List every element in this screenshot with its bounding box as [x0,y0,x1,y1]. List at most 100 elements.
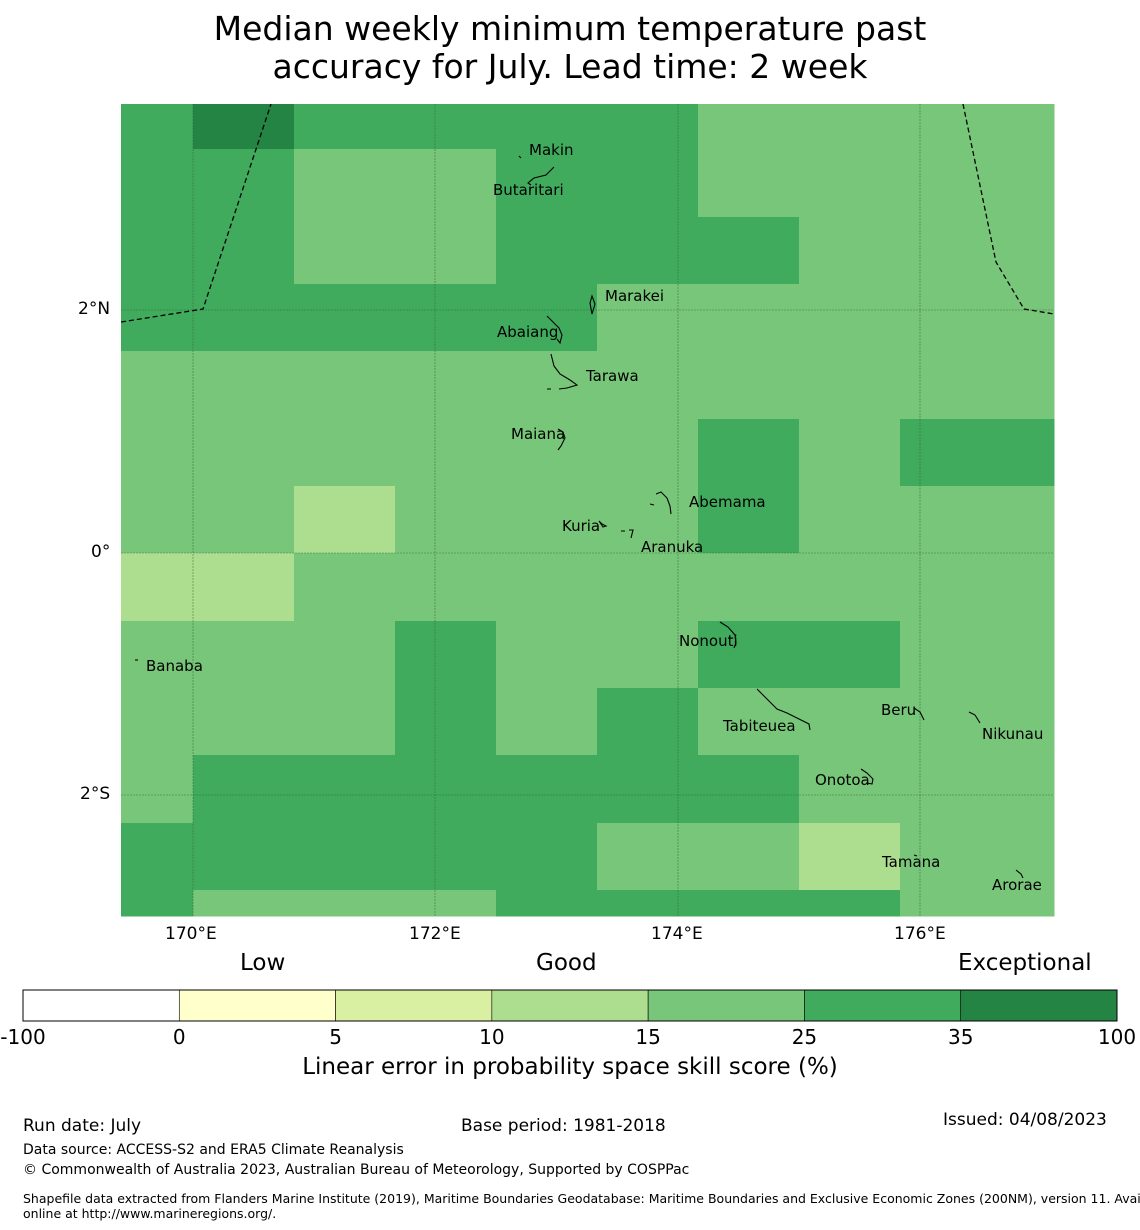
grid-cell [121,890,194,917]
grid-cell [496,217,598,285]
colorbar-segment [647,989,805,1022]
grid-cell [799,823,901,891]
colorbar-tick: 15 [635,1025,661,1049]
island-label-kuria: Kuria [562,517,600,535]
grid-cell [294,149,396,218]
grid-cell [496,149,598,218]
grid-cell [597,486,699,554]
grid-cell [395,890,497,917]
x-tick-174E: 174°E [651,924,703,944]
grid-cell [900,755,1055,824]
grid-cell [496,284,598,352]
grid-cell [698,486,800,554]
grid-cell [193,486,295,554]
grid-cell [121,217,194,285]
colorbar-segment [178,989,336,1022]
grid-cell [121,621,194,689]
grid-cell [395,284,497,352]
shapefile-credit-line-2: online at http://www.marineregions.org/. [23,1206,277,1221]
x-tick-176E: 176°E [894,924,946,944]
colorbar-segments [22,989,1118,1022]
colorbar-segment [491,989,649,1022]
grid-cell [799,284,901,352]
data-source: Data source: ACCESS-S2 and ERA5 Climate … [23,1142,404,1158]
marakei-outline [589,294,596,315]
eez-line-east [962,103,1055,315]
title-line-1: Median weekly minimum temperature past [213,9,927,48]
grid-cell [900,351,1055,420]
island-label-arorae: Arorae [992,876,1042,894]
island-label-beru: Beru [881,701,916,719]
tarawa-outline [547,353,579,390]
grid-cell [193,621,295,689]
grid-cell [597,755,699,824]
grid-cell [698,890,800,917]
island-label-marakei: Marakei [605,287,664,305]
island-label-tamana: Tamana [881,853,940,871]
grid-cell [698,419,800,487]
grid-cell [395,149,497,218]
grid-cell [799,621,901,689]
grid-cell [597,149,699,218]
grid-cell [294,890,396,917]
grid-cell [294,486,396,554]
kuria-outline [598,520,608,528]
grid-cell [698,755,800,824]
grid-cell [121,823,194,891]
island-label-tarawa: Tarawa [585,367,639,385]
grid-cell [698,823,800,891]
grid-cell [294,553,396,622]
grid-cell [799,217,901,285]
eez-boundary [120,103,1055,323]
grid-cell [496,419,598,487]
grid-cell [193,104,295,150]
island-label-maiana: Maiana [511,425,565,443]
run-date: Run date: July [23,1116,142,1136]
grid-cell [294,104,396,150]
island-labels: Makin Butaritari Marakei Abaiang Tarawa Maian… [146,141,1043,894]
grid-cell [121,486,194,554]
colorbar-tick: 100 [1097,1025,1137,1049]
grid-cell [121,688,194,756]
grid-cell [121,104,194,150]
makin-outline [518,155,522,159]
grid-cell [900,217,1055,285]
island-label-banaba: Banaba [146,657,203,675]
grid-cell [799,553,901,622]
grid-cell [193,419,295,487]
colorbar-tick: 10 [479,1025,505,1049]
grid-cell [597,351,699,420]
atoll-outlines [135,155,1024,879]
colorbar-segment [960,989,1118,1022]
grid-cell [395,486,497,554]
grid-cell [900,890,1055,917]
island-label-nonouti: Nonouti [679,632,738,650]
grid-cell [496,823,598,891]
grid-cell [395,104,497,150]
issued-date: Issued: 04/08/2023 [943,1110,1107,1130]
grid-cell [597,104,699,150]
y-tick-0: 0° [91,542,111,562]
island-label-onotoa: Onotoa [815,771,870,789]
grid-cell [294,217,396,285]
grid-cell [698,284,800,352]
grid-cell [799,890,901,917]
graticule [121,104,1054,916]
grid-cell [193,149,295,218]
grid-cell [698,351,800,420]
aranuka-outline [621,529,634,539]
grid-cell [698,149,800,218]
grid-cell [799,149,901,218]
chart-title: Median weekly minimum temperature past a… [0,10,1140,86]
grid-cell [496,755,598,824]
grid-cell [900,284,1055,352]
grid-cell [294,284,396,352]
island-label-tabiteuea: Tabiteuea [722,717,796,735]
grid-cell [395,755,497,824]
grid-cell [496,890,598,917]
island-label-nikunau: Nikunau [982,725,1043,743]
grid-cell [395,553,497,622]
colorbar-tick: 5 [329,1025,342,1049]
grid-cell [193,553,295,622]
